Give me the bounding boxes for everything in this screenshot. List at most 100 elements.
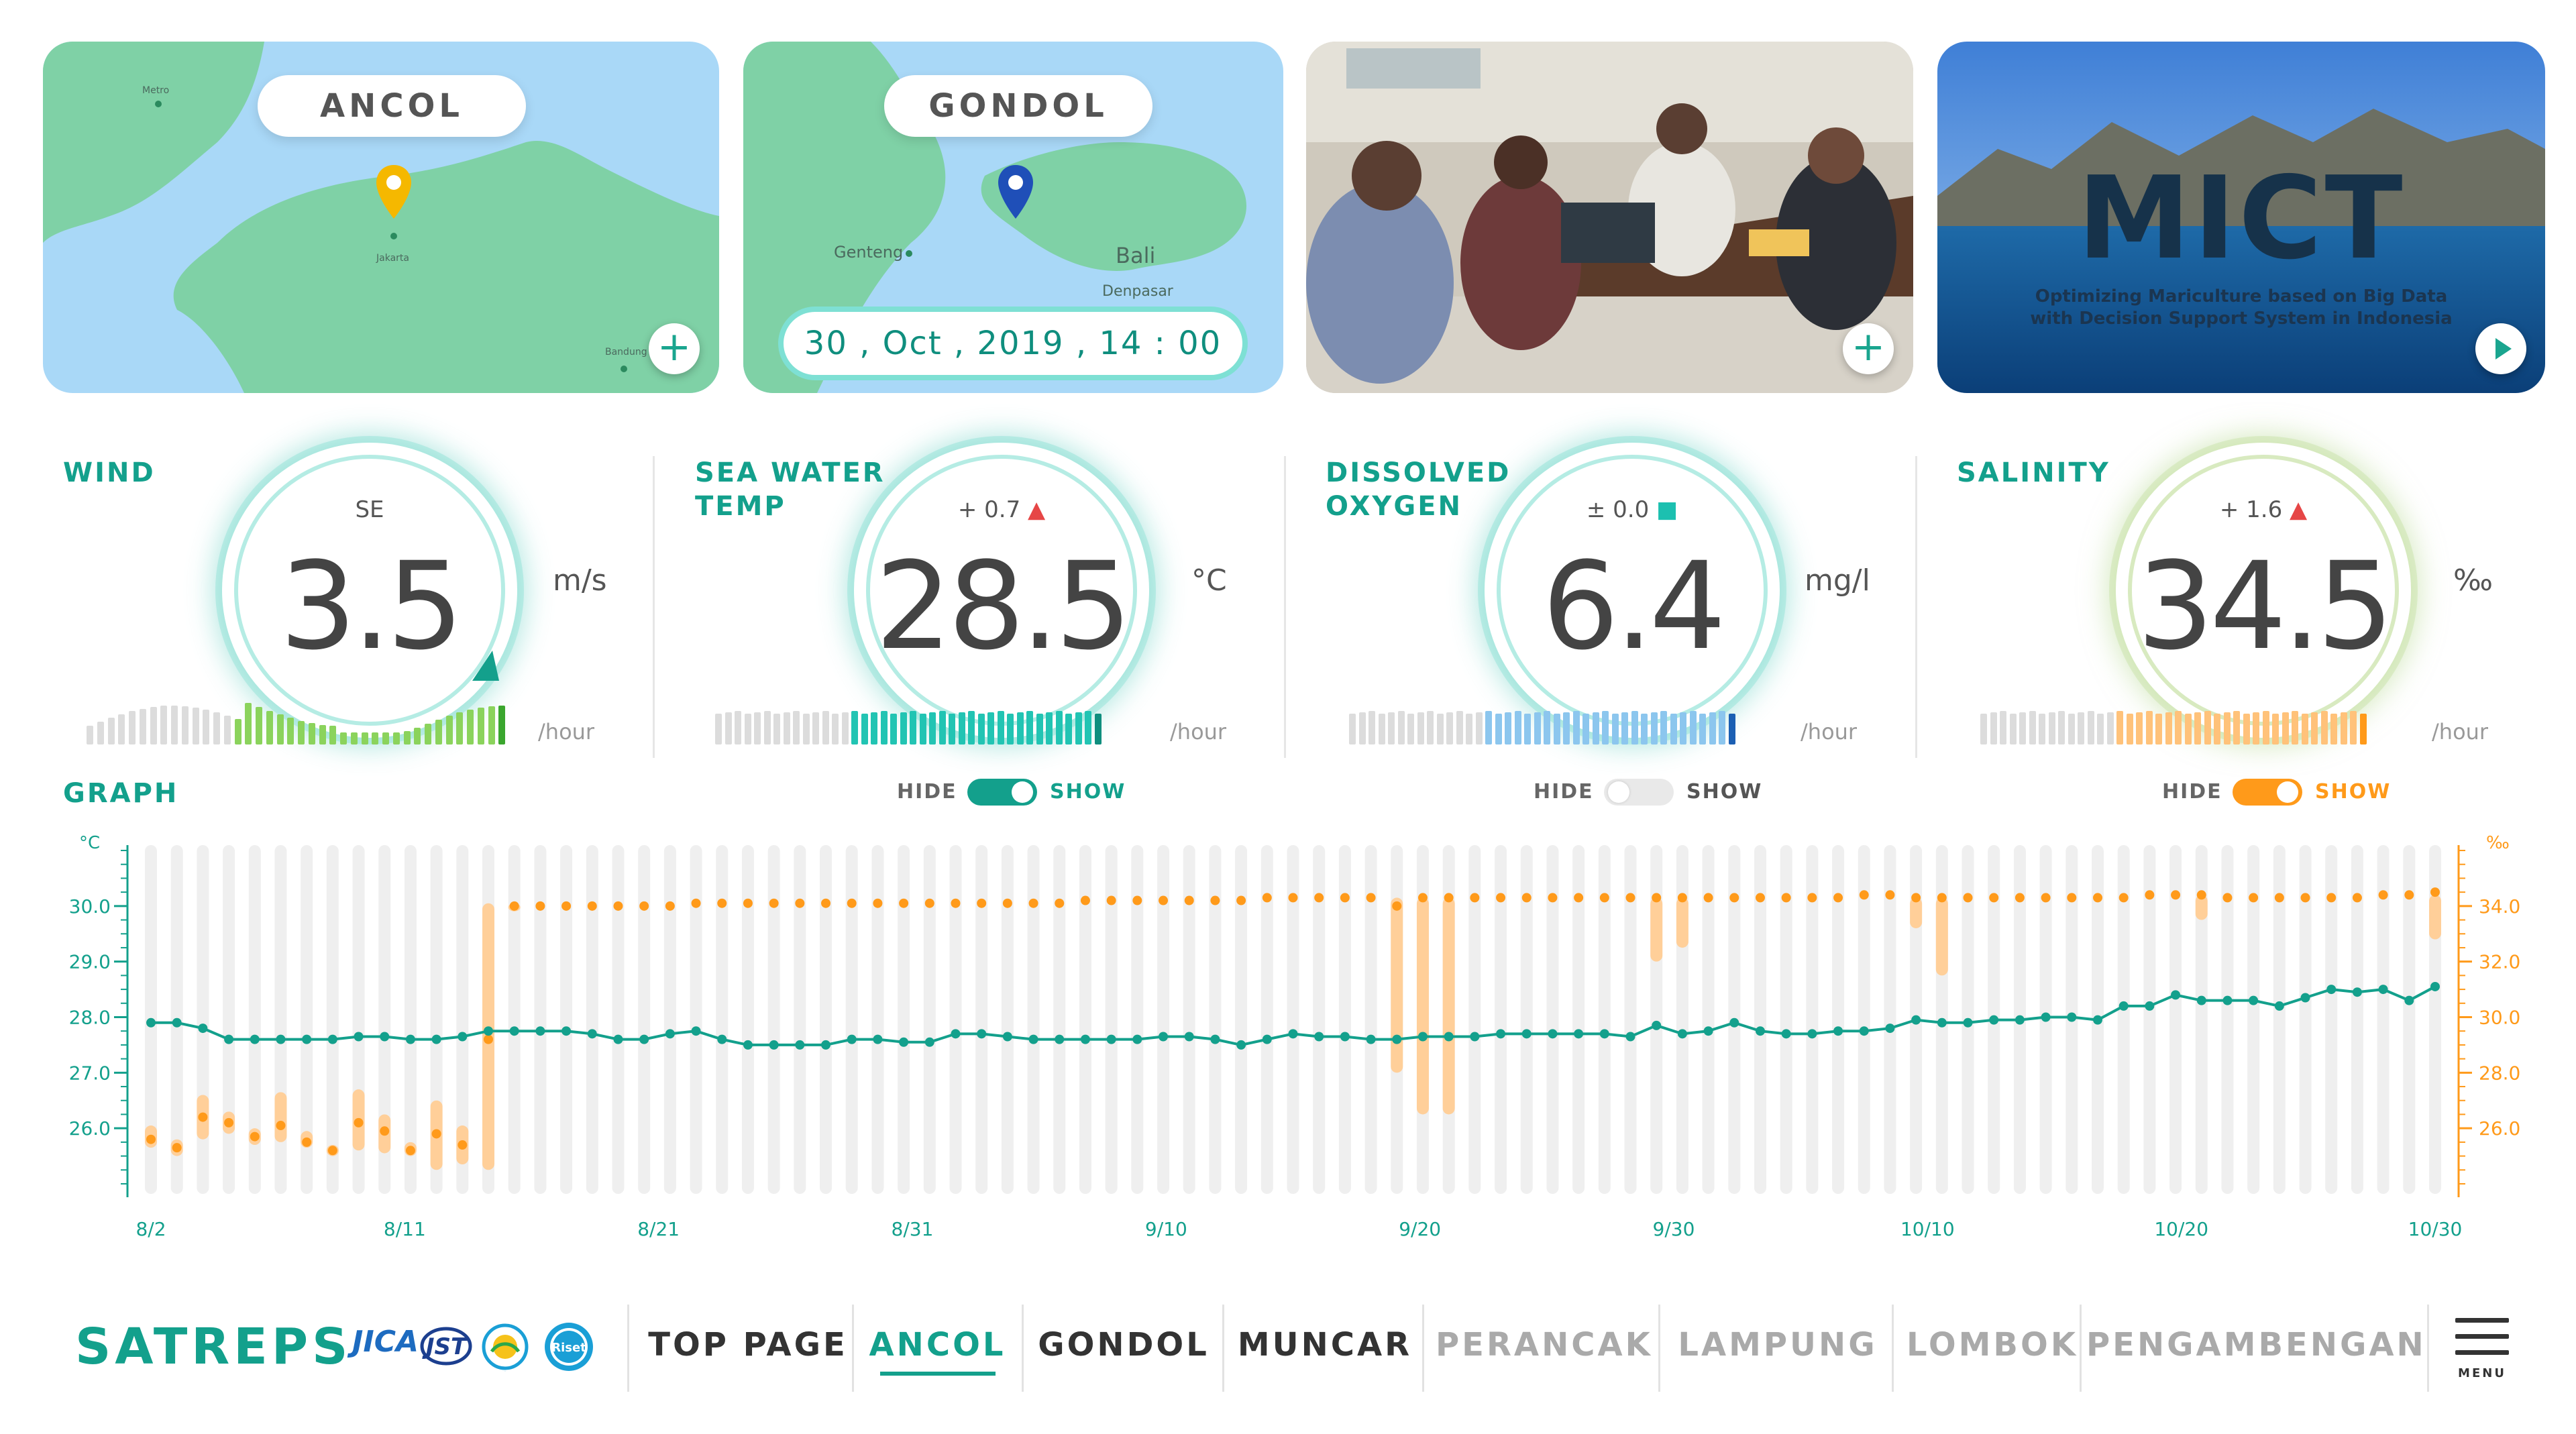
hourly-bar <box>392 732 400 744</box>
toggle-switch[interactable] <box>1604 779 1674 806</box>
meeting-photo-card[interactable]: + <box>1306 42 1913 393</box>
left-axis-tick-label: 29.0 <box>69 951 111 973</box>
salinity-point <box>1159 895 1169 905</box>
temperature-point <box>1807 1029 1817 1039</box>
hourly-bar <box>802 714 810 744</box>
background-day-bar <box>767 845 780 1194</box>
salinity-point <box>2300 893 2310 903</box>
temperature-point <box>717 1034 727 1044</box>
hourly-bar <box>822 711 829 744</box>
temperature-point <box>535 1026 545 1036</box>
temperature-point <box>2326 985 2337 995</box>
temperature-point <box>250 1034 260 1044</box>
background-day-bar <box>638 845 651 1194</box>
divider <box>653 456 655 758</box>
hourly-bar <box>1349 714 1356 744</box>
background-day-bar <box>1495 845 1507 1194</box>
temperature-point <box>1262 1034 1272 1044</box>
datetime-display[interactable]: 30 , Oct , 2019 , 14 : 00 <box>778 307 1248 380</box>
hourly-bar <box>298 720 305 744</box>
temperature-point <box>2067 1012 2077 1022</box>
salinity-unit: ‰ <box>2453 563 2493 598</box>
salinity-point <box>587 901 597 911</box>
hourly-bar <box>1563 712 1570 744</box>
hourly-bar <box>498 706 506 744</box>
play-icon <box>2496 338 2512 360</box>
hourly-bar <box>1368 711 1375 744</box>
hourly-bar <box>1514 711 1521 744</box>
expand-map-button[interactable]: + <box>649 323 700 374</box>
hourly-bar <box>871 712 877 744</box>
nav-muncar[interactable]: MUNCAR <box>1237 1326 1413 1364</box>
nav-lombok[interactable]: LOMBOK <box>1906 1326 2079 1364</box>
hourly-bar <box>382 732 389 744</box>
hourly-bar <box>1660 711 1667 744</box>
oxygen-delta: ± 0.0 ■ <box>1485 496 1780 523</box>
hourly-bar <box>181 706 189 744</box>
toggle-switch[interactable] <box>2233 779 2302 806</box>
menu-label: MENU <box>2458 1366 2506 1380</box>
hourly-bar <box>910 711 916 744</box>
nav-pengambengan[interactable]: PENGAMBENGAN <box>2086 1326 2426 1364</box>
temperature-point <box>743 1040 753 1050</box>
toggle-hide-label: HIDE <box>897 780 957 804</box>
toggle-switch[interactable] <box>967 779 1037 806</box>
salinity-point <box>1444 893 1454 903</box>
temperature-point <box>873 1034 883 1044</box>
hourly-bar <box>1495 714 1502 744</box>
hourly-bar <box>1553 714 1560 744</box>
expand-photo-button[interactable]: + <box>1843 323 1894 374</box>
satreps-brand[interactable]: SATREPS <box>75 1318 352 1376</box>
salinity-range-bar <box>1442 897 1455 1115</box>
temperature-point <box>1833 1026 1843 1036</box>
salinity-range-bar <box>2195 895 2208 920</box>
hourly-bar <box>880 711 888 744</box>
nav-top-page[interactable]: TOP PAGE <box>648 1326 848 1364</box>
background-day-bar <box>197 845 209 1194</box>
temperature-point <box>821 1040 831 1050</box>
hourly-bar <box>1524 714 1531 744</box>
temperature-point <box>1937 1017 1947 1028</box>
play-button[interactable] <box>2475 323 2526 374</box>
time-series-chart: °C ‰ 30.0 29.0 28.0 27.0 26.0 34.0 32.0 30.0 28.0 2… <box>69 833 2521 1240</box>
hourly-bar <box>2253 712 2259 744</box>
hourly-bar <box>1990 712 1997 744</box>
temperature-point <box>1236 1040 1246 1050</box>
nav-perancak[interactable]: PERANCAK <box>1436 1326 1653 1364</box>
temperature-point <box>665 1029 675 1039</box>
background-day-bar <box>326 845 339 1194</box>
video-card[interactable]: MICT Optimizing Mariculture based on Big… <box>1937 42 2545 393</box>
nav-gondol[interactable]: GONDOL <box>1038 1326 1210 1364</box>
oxygen-unit: mg/l <box>1805 563 1870 598</box>
gondol-map-card[interactable]: Genteng Bali Denpasar GONDOL 30 , Oct , … <box>743 42 1283 393</box>
hourly-bar <box>1007 714 1014 744</box>
temperature-point <box>1496 1029 1506 1039</box>
ancol-map-card[interactable]: Metro Jakarta Bandung ANCOL + <box>43 42 719 393</box>
salinity-point <box>1470 893 1480 903</box>
meeting-photo <box>1306 42 1913 393</box>
background-day-bar <box>1313 845 1326 1194</box>
salinity-point <box>354 1117 364 1127</box>
temperature-point <box>198 1024 208 1034</box>
background-day-bar <box>845 845 858 1194</box>
hourly-bar <box>1085 711 1091 744</box>
hourly-bar <box>1055 711 1063 744</box>
menu-button[interactable]: MENU <box>2455 1318 2509 1380</box>
temperature-point <box>172 1017 182 1028</box>
hourly-bar <box>1094 714 1102 744</box>
temp-unit: °C <box>1191 563 1227 598</box>
hourly-bar <box>744 714 751 744</box>
nav-lampung[interactable]: LAMPUNG <box>1678 1326 1878 1364</box>
temperature-point <box>1963 1017 1973 1028</box>
hourly-bar <box>1466 714 1472 744</box>
hourly-bar <box>1446 712 1453 744</box>
hourly-bar <box>1534 712 1541 744</box>
hourly-bar <box>1680 712 1686 744</box>
active-nav-indicator <box>880 1372 996 1376</box>
salinity-point <box>1417 893 1428 903</box>
background-day-bar <box>1183 845 1195 1194</box>
salinity-point <box>1002 898 1012 908</box>
hourly-bar <box>403 731 411 744</box>
nav-ancol[interactable]: ANCOL <box>869 1326 1006 1364</box>
hourly-bar <box>456 712 464 744</box>
